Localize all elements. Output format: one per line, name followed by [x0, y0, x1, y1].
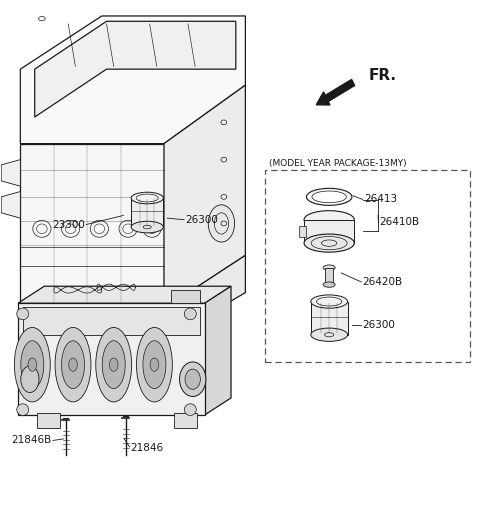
Bar — [18, 303, 204, 415]
Bar — [131, 198, 163, 227]
Ellipse shape — [21, 341, 44, 388]
Ellipse shape — [17, 308, 29, 320]
Polygon shape — [204, 286, 231, 415]
Ellipse shape — [311, 295, 348, 308]
Ellipse shape — [185, 369, 200, 389]
Bar — [311, 302, 348, 335]
Polygon shape — [164, 85, 245, 309]
Ellipse shape — [17, 404, 29, 415]
Bar — [304, 220, 354, 243]
Ellipse shape — [14, 327, 50, 402]
Text: (MODEL YEAR PACKAGE-13MY): (MODEL YEAR PACKAGE-13MY) — [269, 159, 407, 168]
Ellipse shape — [131, 221, 163, 233]
Bar — [23, 306, 200, 335]
Ellipse shape — [304, 211, 354, 229]
Text: 21846: 21846 — [131, 443, 164, 453]
Ellipse shape — [180, 362, 206, 396]
Ellipse shape — [61, 341, 84, 388]
Text: 21846B: 21846B — [11, 436, 51, 445]
Text: 26300: 26300 — [363, 320, 396, 329]
Polygon shape — [1, 160, 20, 186]
Ellipse shape — [143, 341, 166, 388]
Bar — [171, 290, 200, 303]
Polygon shape — [164, 255, 245, 340]
Ellipse shape — [208, 205, 235, 242]
Text: 26420B: 26420B — [363, 277, 403, 287]
Bar — [264, 170, 470, 362]
Ellipse shape — [55, 327, 91, 402]
Text: FR.: FR. — [369, 68, 397, 83]
Polygon shape — [1, 192, 20, 218]
Ellipse shape — [109, 358, 118, 371]
Ellipse shape — [102, 341, 125, 388]
Ellipse shape — [21, 366, 39, 393]
Ellipse shape — [306, 188, 352, 205]
Bar — [325, 268, 333, 285]
Ellipse shape — [184, 404, 196, 415]
Polygon shape — [20, 16, 245, 144]
Ellipse shape — [96, 327, 132, 402]
Text: 26413: 26413 — [364, 195, 397, 204]
Ellipse shape — [28, 358, 36, 371]
Ellipse shape — [69, 358, 77, 371]
FancyArrow shape — [316, 79, 355, 105]
Ellipse shape — [311, 328, 348, 342]
Ellipse shape — [131, 192, 163, 204]
Polygon shape — [20, 144, 164, 309]
Polygon shape — [20, 309, 164, 340]
Ellipse shape — [304, 234, 354, 252]
Ellipse shape — [312, 191, 347, 203]
Polygon shape — [35, 21, 236, 117]
Ellipse shape — [150, 358, 159, 371]
Ellipse shape — [184, 308, 196, 320]
Bar — [174, 413, 196, 428]
Ellipse shape — [323, 282, 335, 287]
Text: 26410B: 26410B — [380, 218, 420, 227]
Ellipse shape — [136, 327, 172, 402]
Polygon shape — [18, 286, 231, 303]
Text: 26300: 26300 — [186, 215, 218, 225]
Text: 23300: 23300 — [52, 220, 85, 229]
Bar — [37, 413, 60, 428]
Ellipse shape — [323, 265, 335, 270]
Bar — [299, 226, 306, 237]
